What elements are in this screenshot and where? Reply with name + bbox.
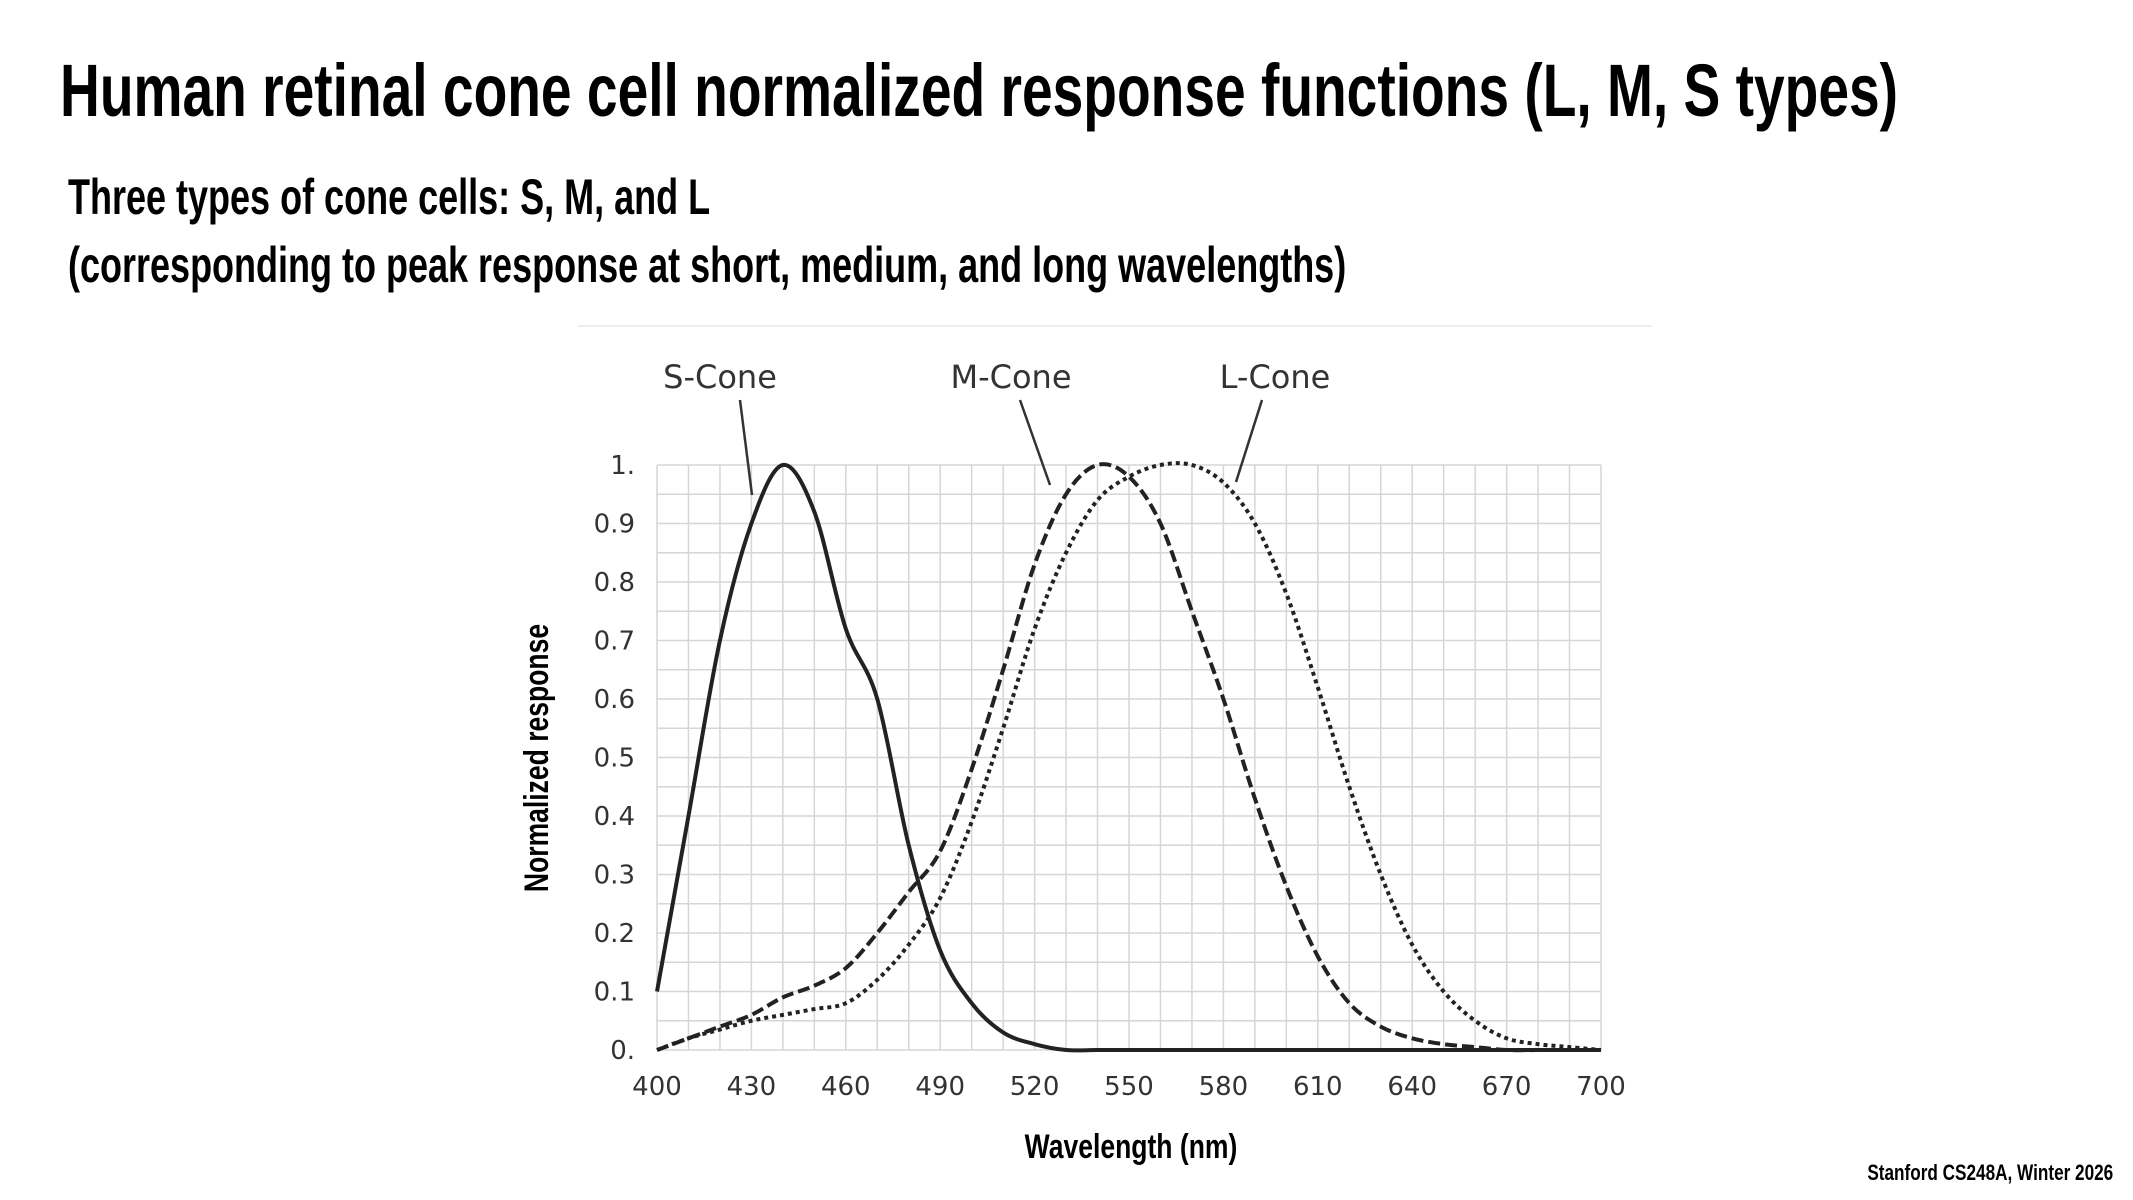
m-cone-leader-line — [1018, 399, 1052, 486]
y-tick-label: 0.1 — [594, 978, 635, 1008]
subtitle-line-2: (corresponding to peak response at short… — [68, 237, 1347, 293]
s-cone-leader-line — [738, 399, 754, 496]
subtitle-line-1: Three types of cone cells: S, M, and L — [68, 169, 711, 225]
x-tick-label: 670 — [1482, 1072, 1532, 1102]
x-tick-label: 640 — [1387, 1072, 1437, 1102]
x-tick-label: 700 — [1576, 1072, 1626, 1102]
l-cone-line — [656, 461, 1602, 1052]
l-cone-leader-line — [1234, 399, 1264, 483]
y-tick-label: 0.8 — [594, 568, 635, 598]
x-tick-label: 610 — [1293, 1072, 1343, 1102]
y-tick-label: 0.9 — [594, 510, 635, 540]
l-cone-label: L-Cone — [1220, 358, 1331, 396]
x-tick-label: 430 — [727, 1072, 777, 1102]
y-tick-label: 0.2 — [594, 919, 635, 949]
x-tick-label: 580 — [1199, 1072, 1249, 1102]
slide-title: Human retinal cone cell normalized respo… — [60, 49, 1899, 132]
x-tick-label: 460 — [821, 1072, 871, 1102]
series-lines — [655, 461, 1602, 1053]
x-tick-label: 490 — [915, 1072, 965, 1102]
s-cone-label: S-Cone — [663, 358, 777, 396]
y-tick-label: 0.6 — [594, 685, 635, 715]
tick-labels: 400 430 460 490 520 550 580 610 640 670 700 0. 0.1 0.… — [594, 451, 1626, 1102]
y-tick-label: 1. — [610, 451, 635, 481]
y-tick-label: 0.4 — [594, 802, 635, 832]
s-cone-line — [655, 463, 1601, 1053]
x-axis-label: Wavelength (nm) — [1025, 1128, 1238, 1166]
y-tick-label: 0.3 — [594, 861, 635, 891]
m-cone-line — [656, 462, 1601, 1053]
x-tick-label: 400 — [632, 1072, 682, 1102]
x-tick-label: 520 — [1010, 1072, 1060, 1102]
m-cone-label: M-Cone — [950, 358, 1071, 396]
y-tick-label: 0. — [610, 1036, 635, 1066]
grid — [656, 464, 1602, 1051]
y-axis-label: Normalized response — [518, 624, 556, 892]
y-tick-label: 0.7 — [594, 627, 635, 657]
x-tick-label: 550 — [1104, 1072, 1154, 1102]
series-labels: S-Cone M-Cone L-Cone — [663, 358, 1331, 496]
y-tick-label: 0.5 — [594, 744, 635, 774]
footer-credit: Stanford CS248A, Winter 2026 — [1867, 1160, 2113, 1185]
